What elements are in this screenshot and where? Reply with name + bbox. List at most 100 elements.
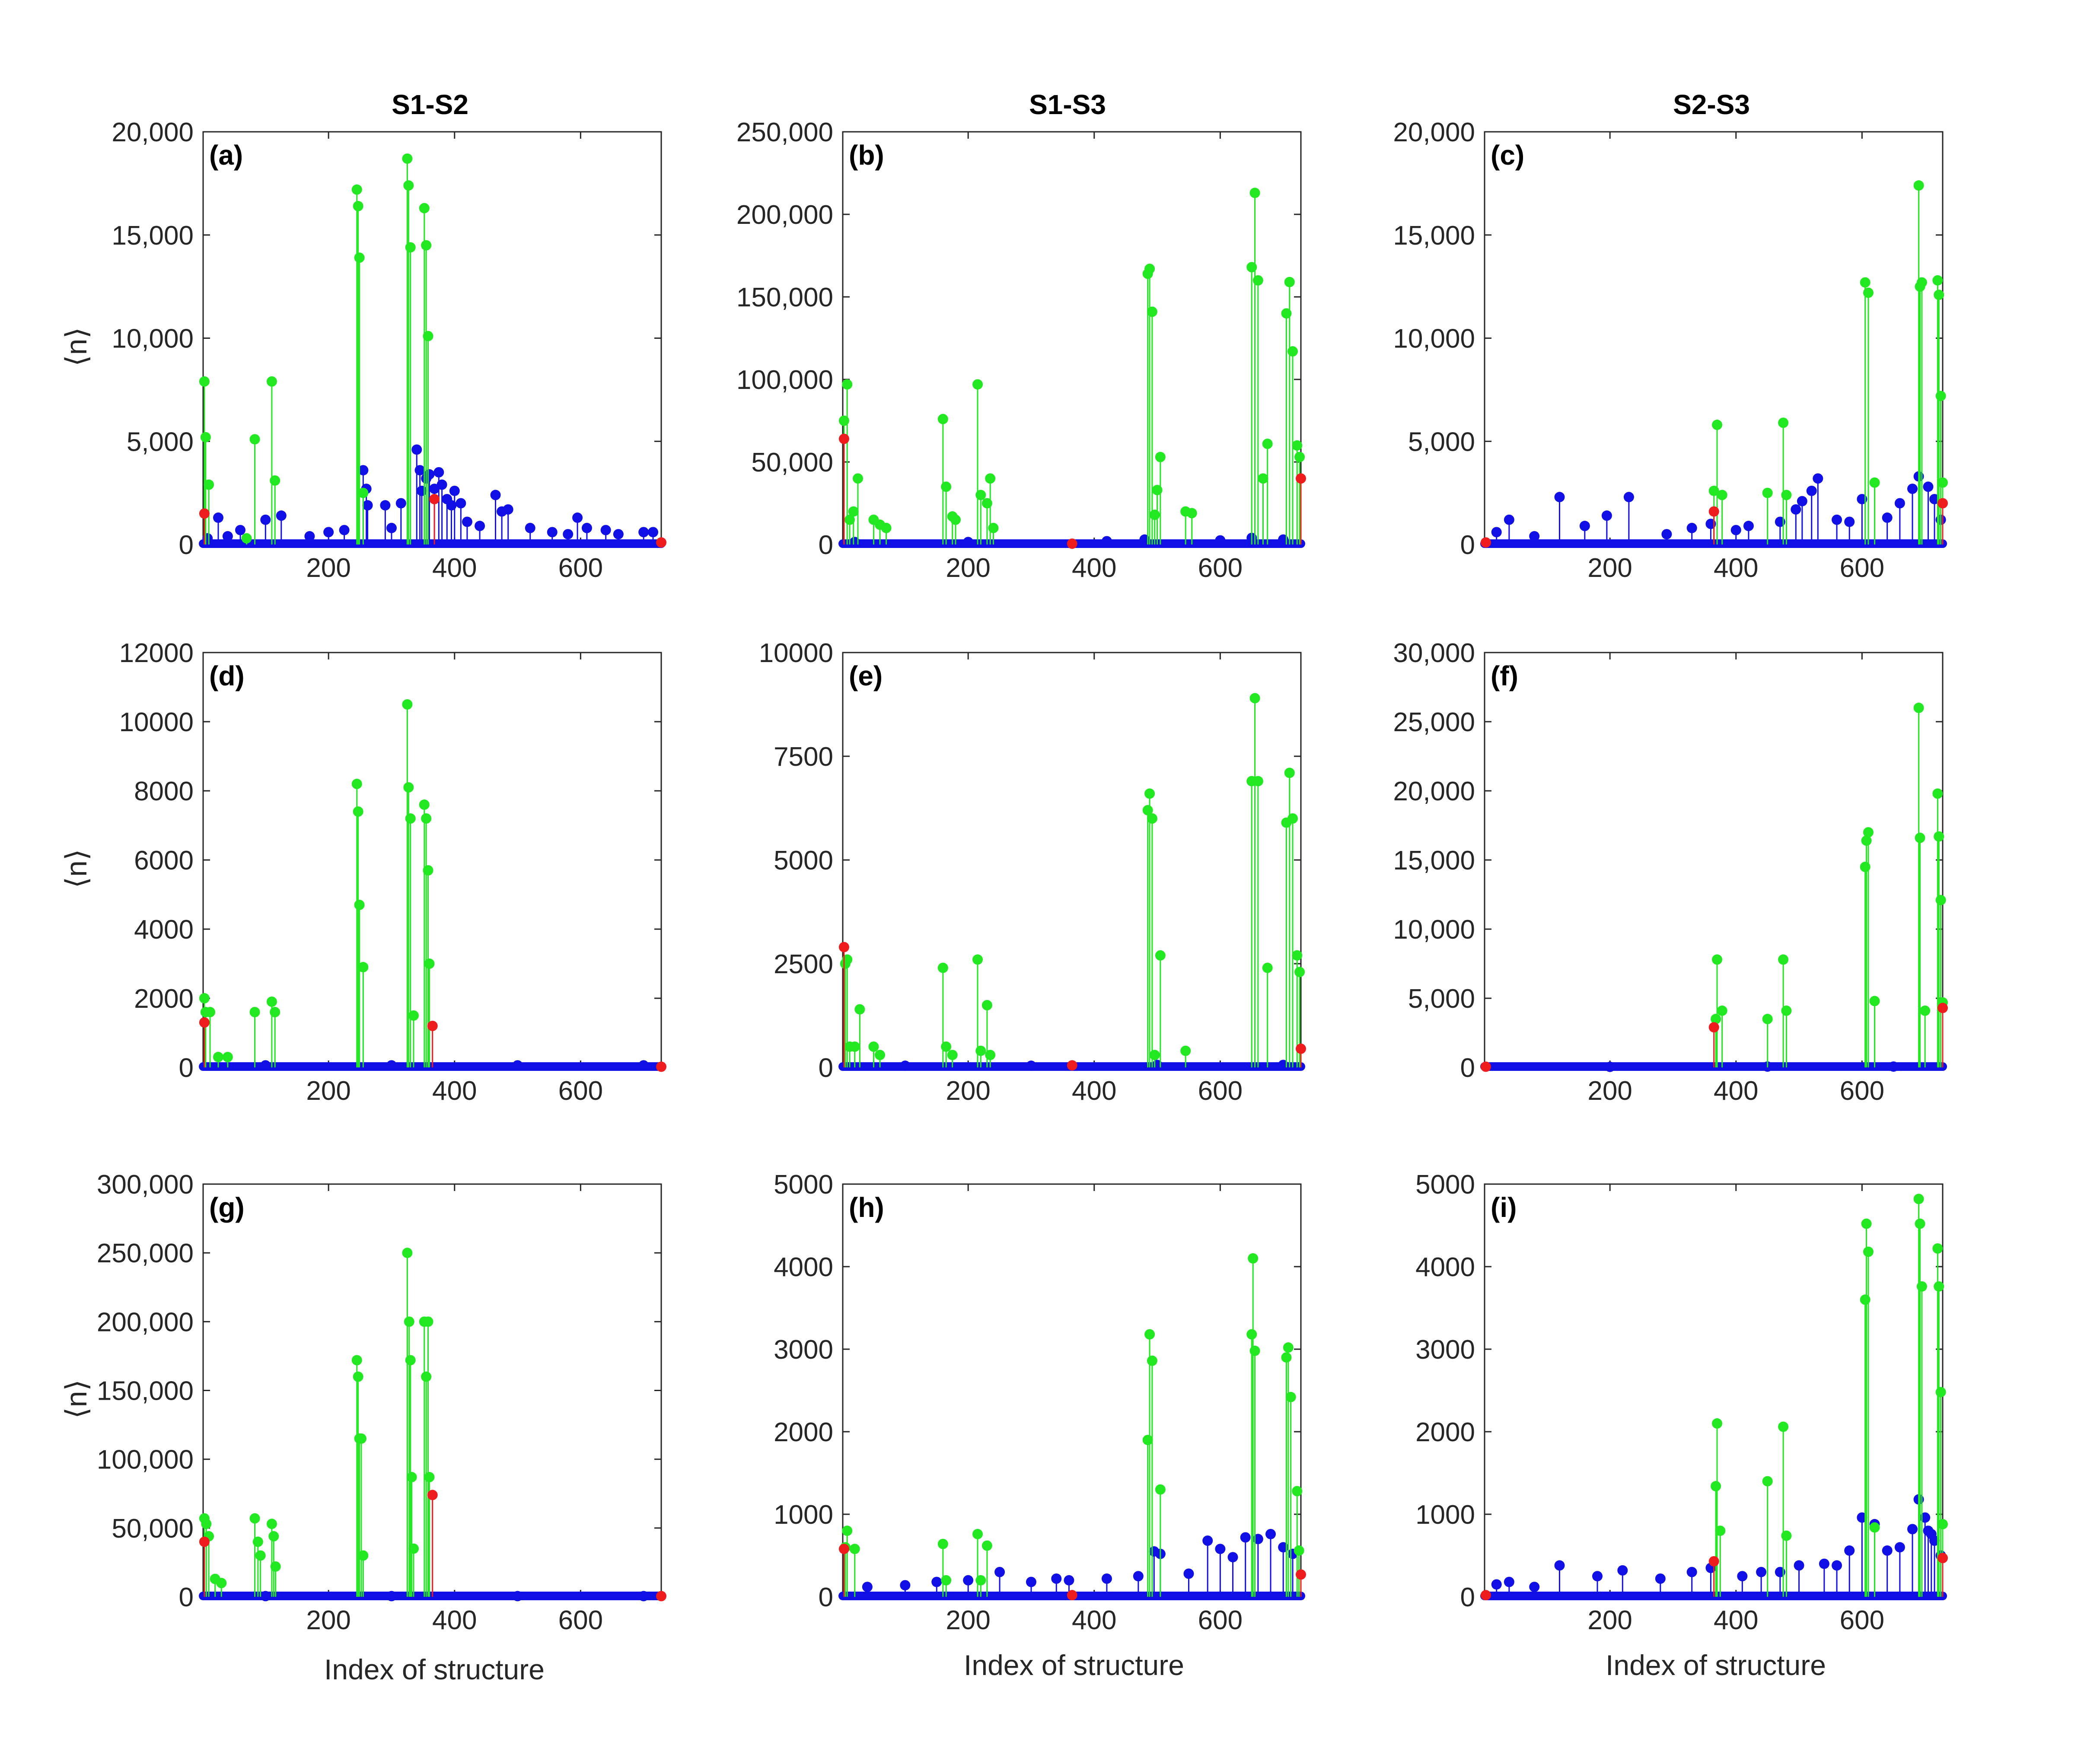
y-tick-label: 10000 — [119, 707, 194, 737]
marker-green — [1935, 391, 1946, 401]
marker-red — [1480, 1061, 1491, 1072]
marker-red — [1296, 473, 1306, 484]
y-tick-label: 2500 — [774, 949, 833, 979]
x-tick-label: 400 — [432, 1076, 477, 1106]
marker-green — [852, 473, 863, 484]
marker-green — [981, 1000, 992, 1010]
marker-green — [270, 1561, 281, 1572]
panel-i: 0 1000 2000 3000 4000 5000 200 400 600 (i) — [1415, 1170, 1948, 1635]
marker-blue — [1907, 1524, 1918, 1535]
marker-green — [1287, 813, 1298, 824]
y-tick-label: 5000 — [774, 846, 833, 876]
marker-red — [656, 1591, 666, 1602]
marker-green — [353, 1371, 363, 1382]
y-tick-label: 2000 — [1415, 1417, 1475, 1447]
marker-green — [1937, 477, 1948, 488]
marker-blue — [1743, 521, 1754, 532]
marker-green — [1861, 835, 1872, 846]
marker-green — [1281, 1352, 1292, 1363]
marker-green — [1294, 1545, 1304, 1556]
y-tick-label: 50,000 — [112, 1514, 194, 1544]
marker-green — [1915, 1218, 1925, 1229]
marker-green — [842, 379, 853, 390]
x-tick-label: 200 — [1587, 553, 1632, 583]
marker-green — [1863, 287, 1874, 298]
panel-label: (h) — [849, 1192, 884, 1223]
marker-green — [1913, 1194, 1924, 1204]
marker-green — [1294, 967, 1305, 978]
marker-blue — [1894, 1542, 1905, 1553]
marker-blue — [411, 444, 422, 455]
y-tick-label: 1000 — [1415, 1500, 1475, 1530]
marker-green — [1292, 440, 1303, 451]
marker-green — [1932, 1243, 1943, 1254]
marker-blue — [475, 521, 485, 532]
marker-blue — [490, 490, 501, 500]
marker-blue — [1797, 496, 1807, 506]
marker-green — [1711, 1014, 1721, 1024]
marker-green — [937, 414, 948, 424]
y-tick-label: 12000 — [119, 638, 194, 668]
marker-green — [403, 782, 414, 793]
y-tick-label: 15,000 — [112, 221, 194, 251]
y-tick-label: 15,000 — [1393, 221, 1475, 251]
x-tick-label: 600 — [558, 1076, 603, 1106]
marker-green — [270, 1007, 280, 1017]
axes-box — [1484, 1183, 1944, 1598]
marker-blue — [1737, 1571, 1748, 1582]
x-tick-label: 400 — [1714, 1076, 1758, 1106]
marker-red — [1937, 1003, 1948, 1013]
y-tick-label: 200,000 — [736, 200, 833, 230]
marker-blue — [1227, 1552, 1238, 1563]
marker-green — [421, 240, 432, 251]
marker-green — [1147, 813, 1157, 824]
x-tick-label: 600 — [1198, 553, 1243, 583]
marker-green — [1144, 1329, 1155, 1340]
x-tick-label: 200 — [946, 553, 990, 583]
marker-blue — [512, 1591, 523, 1602]
marker-red — [838, 942, 849, 952]
marker-red — [656, 537, 666, 548]
marker-blue — [429, 484, 440, 494]
column-title-s1-s3: S1-S3 — [1029, 89, 1106, 120]
marker-green — [941, 481, 952, 492]
marker-blue — [1894, 498, 1905, 509]
y-tick-label: 5000 — [774, 1170, 833, 1200]
marker-blue — [1202, 1535, 1213, 1546]
marker-green — [1287, 346, 1298, 357]
marker-green — [423, 865, 433, 876]
marker-blue — [1579, 521, 1590, 532]
y-tick-label: 0 — [1460, 1053, 1475, 1083]
marker-green — [985, 473, 996, 484]
y-tick-label: 50,000 — [751, 448, 833, 478]
marker-red — [1067, 1590, 1077, 1601]
marker-green — [199, 376, 210, 387]
marker-green — [1712, 1418, 1723, 1429]
x-tick-label: 400 — [432, 553, 477, 583]
marker-green — [402, 699, 413, 710]
y-tick-label: 5,000 — [127, 427, 194, 457]
marker-blue — [581, 522, 592, 533]
x-tick-label: 400 — [1072, 553, 1116, 583]
marker-green — [405, 242, 416, 253]
marker-green — [1869, 477, 1880, 488]
marker-blue — [339, 525, 350, 535]
marker-red — [838, 1544, 849, 1554]
marker-blue — [638, 1591, 649, 1602]
marker-green — [205, 1007, 216, 1017]
axes-box — [842, 1183, 1302, 1598]
marker-green — [1147, 1355, 1157, 1366]
y-tick-label: 4000 — [1415, 1252, 1475, 1282]
marker-blue — [462, 516, 472, 527]
panel-label: (d) — [209, 660, 245, 691]
y-tick-label: 0 — [1460, 530, 1475, 560]
marker-green — [353, 201, 363, 211]
marker-green — [270, 475, 280, 486]
marker-green — [1935, 895, 1946, 905]
marker-green — [1932, 788, 1943, 799]
marker-blue — [1504, 1576, 1514, 1587]
marker-green — [266, 376, 277, 387]
marker-blue — [1907, 484, 1918, 494]
marker-blue — [525, 522, 535, 533]
y-tick-label: 5000 — [1415, 1170, 1475, 1200]
